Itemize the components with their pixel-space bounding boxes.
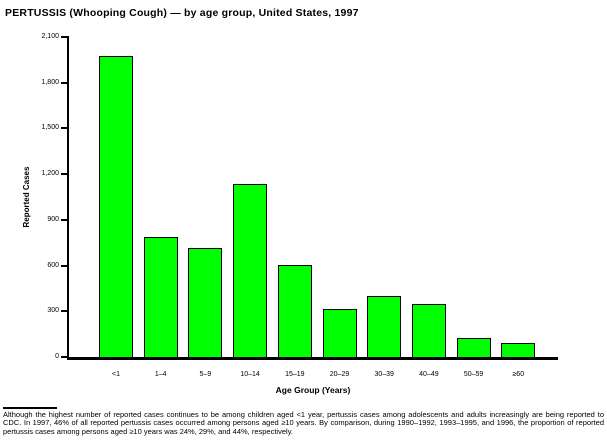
y-tick-mark xyxy=(61,81,67,84)
y-tick-mark xyxy=(61,264,67,267)
bar xyxy=(99,56,133,357)
footnote-text: Although the highest number of reported … xyxy=(3,410,604,436)
bar xyxy=(188,248,223,357)
x-tick-label: 20–29 xyxy=(329,371,350,378)
x-tick-label: 1–4 xyxy=(154,371,167,378)
bars-container xyxy=(69,37,557,357)
y-tick-mark xyxy=(61,356,67,358)
x-tick-label: ≥60 xyxy=(512,371,525,378)
x-tick-label: 50–59 xyxy=(463,371,484,378)
x-tick-label: 40–49 xyxy=(419,371,439,378)
y-tick-label: 1,500 xyxy=(41,124,59,132)
y-tick-mark xyxy=(61,127,67,130)
bar xyxy=(456,338,491,357)
x-axis-title: Age Group (Years) xyxy=(275,385,351,395)
x-tick-label: <1 xyxy=(112,371,120,378)
bar xyxy=(501,343,536,357)
y-tick-label: 300 xyxy=(47,307,59,315)
x-tick-label: 15–19 xyxy=(285,371,305,378)
y-tick-label: 1,200 xyxy=(41,170,59,178)
bar xyxy=(143,237,178,357)
x-tick-label: 30–39 xyxy=(374,371,394,378)
bar xyxy=(277,265,312,357)
bar xyxy=(411,304,446,357)
footnote-rule xyxy=(3,407,57,409)
x-tick-label: 10–14 xyxy=(240,371,260,378)
x-axis-line xyxy=(67,357,558,360)
y-tick-mark xyxy=(61,310,67,313)
chart-title: PERTUSSIS (Whooping Cough) — by age grou… xyxy=(5,7,359,19)
y-tick-label: 600 xyxy=(47,261,59,269)
y-axis-line xyxy=(67,36,69,360)
y-tick-label: 2,100 xyxy=(41,33,59,40)
x-tick-label: 5–9 xyxy=(199,371,212,378)
y-tick-label: 0 xyxy=(55,353,59,360)
bar xyxy=(367,296,402,357)
y-tick-label: 1,800 xyxy=(41,78,59,86)
y-tick-mark xyxy=(61,173,67,176)
y-tick-mark xyxy=(61,36,67,38)
y-tick-label: 900 xyxy=(47,215,59,223)
y-tick-mark xyxy=(61,218,67,221)
bar xyxy=(233,184,268,357)
bar xyxy=(322,309,357,357)
